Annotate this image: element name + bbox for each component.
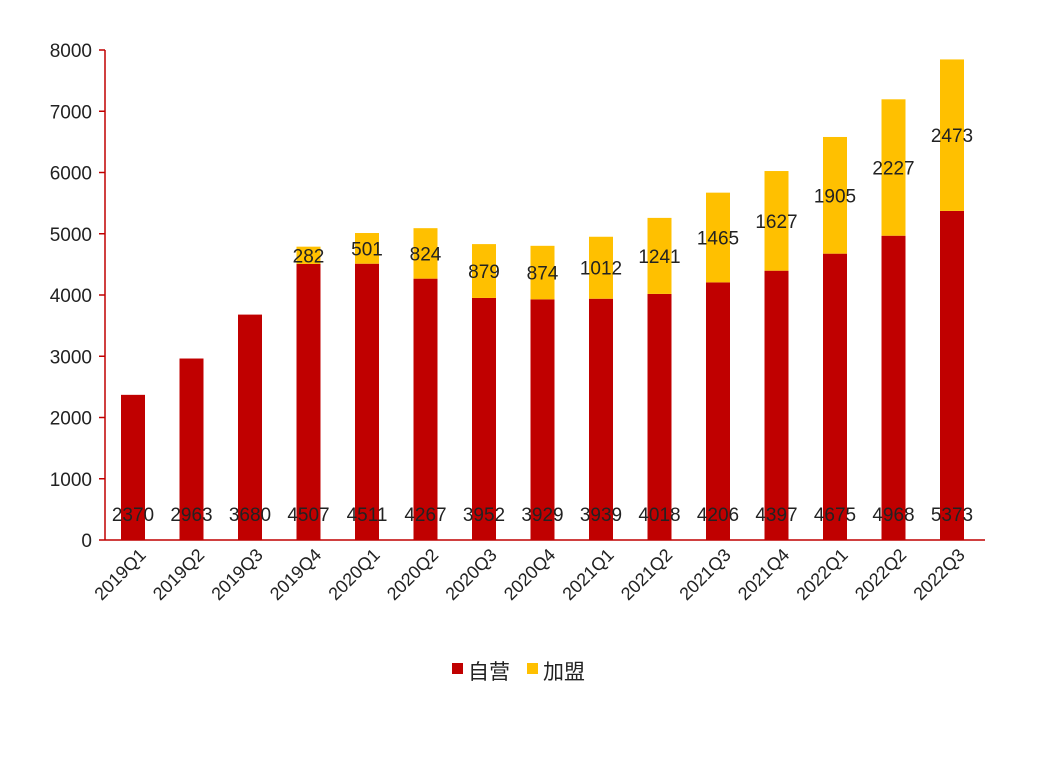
y-tick-label: 6000 xyxy=(50,164,92,185)
legend-label-jiameng: 加盟 xyxy=(543,661,585,684)
bar-segment-ziying xyxy=(530,299,555,540)
bar-segment-ziying xyxy=(940,210,964,540)
data-label-jiameng: 879 xyxy=(468,262,500,283)
data-label-ziying: 4206 xyxy=(697,505,739,526)
data-label-jiameng: 874 xyxy=(527,264,559,285)
bar-segment-jiameng xyxy=(530,245,555,300)
data-label-jiameng: 2227 xyxy=(872,159,914,180)
data-label-ziying: 3680 xyxy=(229,505,271,526)
bar-segment-ziying xyxy=(413,278,438,540)
bar-segment-jiameng xyxy=(881,99,906,236)
data-label-jiameng: 1905 xyxy=(814,186,856,207)
bar-segment-ziying xyxy=(706,282,730,540)
data-label-ziying: 4511 xyxy=(347,505,388,526)
legend-swatch-jiameng xyxy=(527,663,538,674)
data-label-jiameng: 1012 xyxy=(580,259,622,280)
data-label-ziying: 3952 xyxy=(463,505,505,526)
x-tick-label: 2019Q4 xyxy=(266,545,325,604)
y-tick-label: 2000 xyxy=(50,409,92,430)
bar-segment-ziying xyxy=(881,235,906,540)
x-tick-label: 2020Q1 xyxy=(324,545,383,604)
data-label-ziying: 2370 xyxy=(112,505,154,526)
bar-segment-jiameng xyxy=(706,192,730,283)
data-label-ziying: 4018 xyxy=(638,505,680,526)
x-tick-label: 2022Q1 xyxy=(792,545,851,604)
bar-segment-ziying xyxy=(472,297,496,540)
bar-segment-jiameng xyxy=(940,59,964,211)
bar-segment-ziying xyxy=(179,358,204,540)
y-tick-label: 8000 xyxy=(50,41,92,62)
bar-segment-jiameng xyxy=(355,233,379,264)
data-label-ziying: 4397 xyxy=(755,505,797,526)
x-tick-label: 2021Q2 xyxy=(617,545,676,604)
bar-segment-jiameng xyxy=(472,244,496,298)
data-label-jiameng: 1241 xyxy=(638,247,680,268)
data-label-jiameng: 824 xyxy=(410,244,442,265)
data-label-ziying: 4507 xyxy=(287,505,329,526)
x-tick-label: 2021Q1 xyxy=(558,545,617,604)
data-label-ziying: 4968 xyxy=(872,505,914,526)
legend-label-ziying: 自营 xyxy=(468,661,510,684)
data-label-jiameng: 2473 xyxy=(931,126,973,147)
bar-segment-jiameng xyxy=(764,171,789,271)
data-label-ziying: 5373 xyxy=(931,505,973,526)
bar-segment-jiameng xyxy=(589,236,613,299)
data-label-ziying: 4267 xyxy=(404,505,446,526)
y-tick-label: 1000 xyxy=(50,470,92,491)
x-tick-label: 2020Q2 xyxy=(383,545,442,604)
x-tick-label: 2019Q2 xyxy=(149,545,208,604)
y-tick-label: 5000 xyxy=(50,225,92,246)
bar-segment-jiameng xyxy=(647,217,672,294)
x-tick-label: 2020Q3 xyxy=(441,545,500,604)
data-label-ziying: 4675 xyxy=(814,505,856,526)
bar-segment-ziying xyxy=(823,253,847,540)
y-tick-label: 0 xyxy=(81,531,92,552)
data-label-ziying: 3939 xyxy=(580,505,622,526)
y-tick-label: 3000 xyxy=(50,347,92,368)
y-tick-label: 4000 xyxy=(50,286,92,307)
bar-segment-jiameng xyxy=(296,246,321,264)
data-label-jiameng: 1627 xyxy=(755,212,797,233)
data-label-jiameng: 501 xyxy=(351,239,383,260)
data-label-ziying: 3929 xyxy=(521,505,563,526)
bar-segment-ziying xyxy=(121,394,145,540)
y-tick-label: 7000 xyxy=(50,102,92,123)
bar-segment-jiameng xyxy=(823,136,847,254)
x-tick-label: 2022Q2 xyxy=(851,545,910,604)
x-tick-label: 2021Q4 xyxy=(734,545,793,604)
x-tick-label: 2020Q4 xyxy=(500,545,559,604)
x-tick-label: 2021Q3 xyxy=(675,545,734,604)
bar-segment-ziying xyxy=(296,263,321,540)
data-label-ziying: 2963 xyxy=(170,505,212,526)
x-tick-label: 2022Q3 xyxy=(909,545,968,604)
data-label-jiameng: 1465 xyxy=(697,229,739,250)
bar-segment-ziying xyxy=(238,314,262,540)
bar-segment-ziying xyxy=(647,293,672,540)
data-label-jiameng: 282 xyxy=(293,246,325,267)
legend-swatch-ziying xyxy=(452,663,463,674)
bar-segment-ziying xyxy=(764,270,789,540)
x-tick-label: 2019Q1 xyxy=(90,545,149,604)
bar-segment-ziying xyxy=(589,298,613,540)
bar-segment-ziying xyxy=(355,263,379,540)
bar-segment-jiameng xyxy=(413,228,438,279)
x-tick-label: 2019Q3 xyxy=(207,545,266,604)
